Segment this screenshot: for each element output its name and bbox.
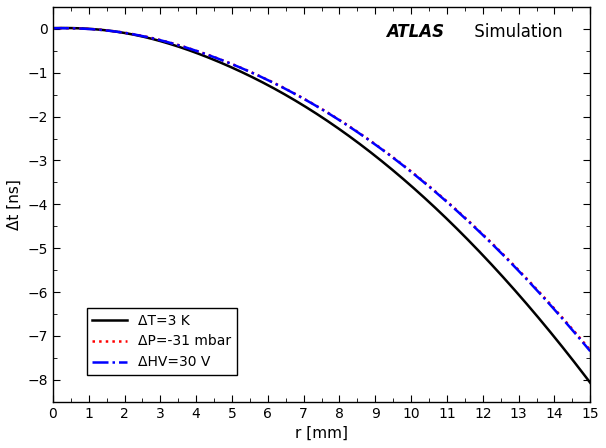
- Line: ΔHV=30 V: ΔHV=30 V: [53, 28, 590, 351]
- ΔT=3 K: [370, 152, 378, 157]
- ΔP=-31 mbar: [309, 101, 316, 106]
- Text: Simulation: Simulation: [469, 23, 563, 41]
- ΔHV=30 V: [491, 244, 498, 249]
- ΔT=3 K: [309, 108, 316, 114]
- ΔHV=30 V: [49, 26, 56, 31]
- ΔT=3 K: [341, 130, 348, 136]
- ΔHV=30 V: [58, 26, 65, 31]
- ΔHV=30 V: [587, 349, 594, 354]
- ΔHV=30 V: [341, 121, 348, 126]
- ΔHV=30 V: [574, 335, 582, 340]
- ΔP=-31 mbar: [341, 121, 348, 126]
- ΔT=3 K: [574, 365, 582, 370]
- Y-axis label: Δt [ns]: Δt [ns]: [7, 179, 22, 230]
- Line: ΔT=3 K: ΔT=3 K: [53, 28, 590, 383]
- ΔP=-31 mbar: [574, 333, 582, 339]
- ΔHV=30 V: [305, 99, 313, 104]
- ΔP=-31 mbar: [59, 26, 66, 31]
- ΔP=-31 mbar: [587, 348, 594, 353]
- ΔP=-31 mbar: [491, 243, 498, 248]
- ΔT=3 K: [587, 380, 594, 385]
- Text: ATLAS: ATLAS: [386, 23, 444, 41]
- ΔP=-31 mbar: [305, 99, 313, 104]
- Legend: ΔT=3 K, ΔP=-31 mbar, ΔHV=30 V: ΔT=3 K, ΔP=-31 mbar, ΔHV=30 V: [87, 308, 237, 375]
- ΔP=-31 mbar: [370, 141, 378, 146]
- ΔP=-31 mbar: [49, 26, 56, 31]
- ΔT=3 K: [59, 25, 66, 30]
- X-axis label: r [mm]: r [mm]: [295, 426, 348, 441]
- ΔT=3 K: [491, 265, 498, 270]
- ΔT=3 K: [49, 26, 56, 31]
- ΔT=3 K: [305, 106, 313, 112]
- ΔHV=30 V: [309, 101, 316, 107]
- ΔHV=30 V: [370, 141, 378, 146]
- Line: ΔP=-31 mbar: ΔP=-31 mbar: [53, 28, 590, 350]
